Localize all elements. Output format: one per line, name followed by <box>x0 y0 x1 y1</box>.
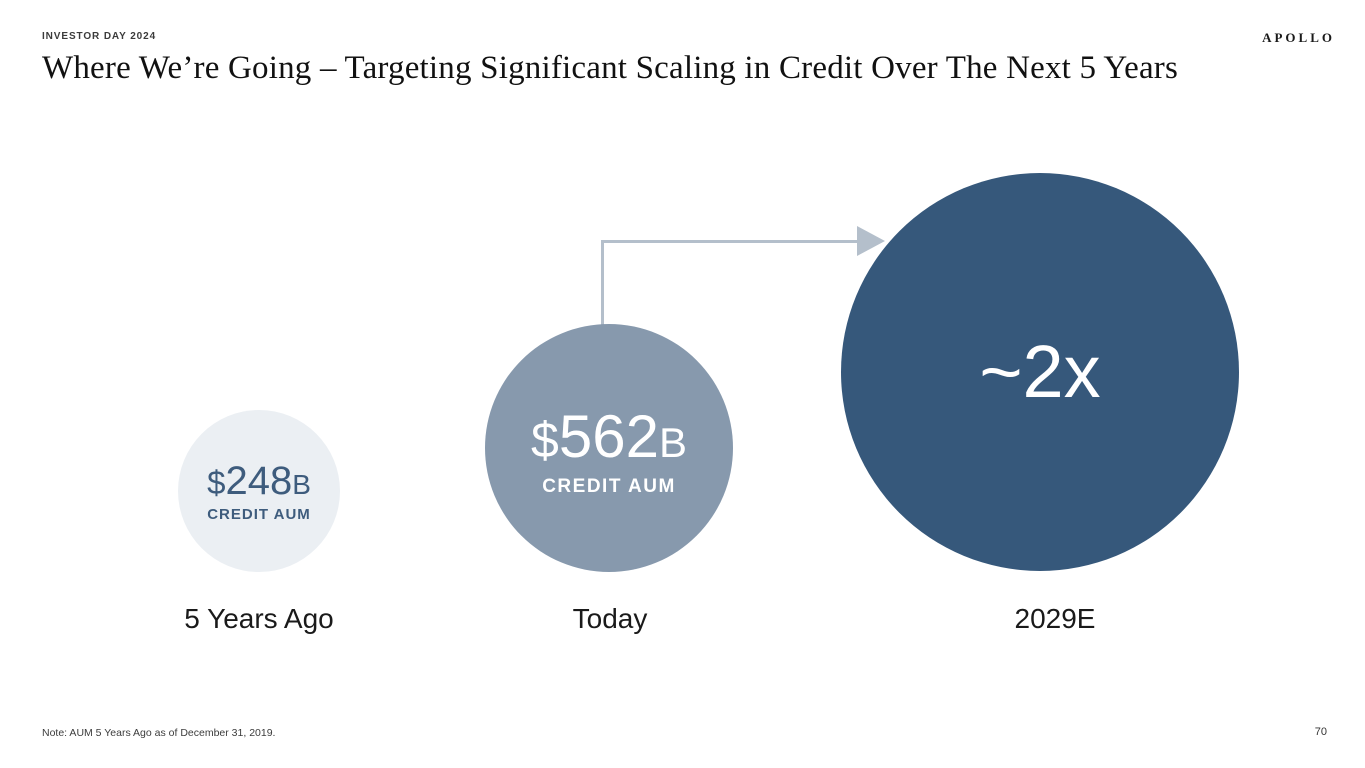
category-label-5-years-ago: 5 Years Ago <box>184 603 334 634</box>
category-label-today: Today <box>572 603 648 634</box>
bubble-2029e-multiplier: ~2x <box>979 330 1101 413</box>
bubble-5-years-ago-sublabel: CREDIT AUM <box>207 505 311 523</box>
apollo-logo: APOLLO <box>1262 30 1335 45</box>
aum-amount: 248 <box>225 458 293 503</box>
event-label: INVESTOR DAY 2024 <box>42 31 157 42</box>
bubble-today: $562B CREDIT AUM <box>485 324 733 572</box>
unit-suffix: B <box>292 468 311 500</box>
bubble-2029e: ~2x <box>841 173 1239 571</box>
bubble-today-value: $562B <box>531 406 687 468</box>
currency-prefix: $ <box>531 411 559 468</box>
bubble-today-sublabel: CREDIT AUM <box>542 475 676 497</box>
aum-amount: 562 <box>558 402 659 470</box>
currency-prefix: $ <box>207 463 226 501</box>
category-label-2029e: 2029E <box>1014 603 1096 634</box>
bubble-5-years-ago-value: $248B <box>207 461 311 501</box>
growth-arrow-horizontal-line <box>601 240 857 243</box>
unit-suffix: B <box>658 418 687 466</box>
slide-title: Where We’re Going – Targeting Significan… <box>42 50 1179 86</box>
page-number: 70 <box>1314 726 1327 738</box>
footnote: Note: AUM 5 Years Ago as of December 31,… <box>42 727 276 739</box>
bubble-5-years-ago: $248B CREDIT AUM <box>178 410 340 572</box>
growth-arrow-vertical-line <box>601 240 604 325</box>
